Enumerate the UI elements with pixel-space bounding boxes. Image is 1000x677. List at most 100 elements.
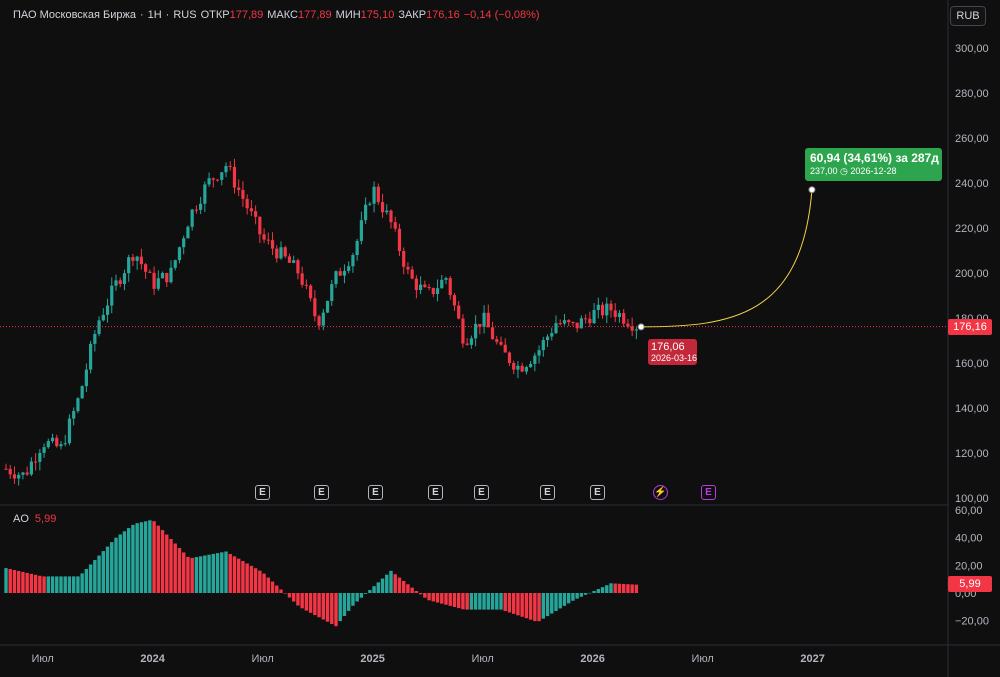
candle <box>364 204 368 221</box>
candle <box>275 248 279 259</box>
ao-bar <box>317 593 321 618</box>
currency-button[interactable]: RUB <box>950 6 986 26</box>
ao-bar <box>524 593 529 619</box>
candle <box>215 179 220 181</box>
ao-bar <box>80 573 84 593</box>
candle <box>144 264 148 272</box>
ao-bar <box>380 578 385 593</box>
ao-bar <box>588 592 592 594</box>
ao-bar <box>626 584 630 593</box>
lightning-icon[interactable]: ⚡ <box>653 485 668 500</box>
candle <box>177 247 182 261</box>
candle <box>21 472 25 475</box>
candle <box>93 333 97 344</box>
candle <box>588 318 592 324</box>
ao-bar <box>571 593 575 601</box>
interval[interactable]: 1Н <box>147 9 162 21</box>
ao-title[interactable]: AO <box>13 513 29 525</box>
ao-bar <box>528 593 533 620</box>
candle <box>575 322 579 329</box>
ao-bar <box>533 593 537 622</box>
ao-bar <box>351 593 355 606</box>
ao-bar <box>249 565 254 593</box>
earnings-event-icon[interactable]: E <box>314 485 329 500</box>
ao-bar <box>152 521 156 593</box>
ao-bar <box>444 593 448 605</box>
candle <box>452 295 457 306</box>
candle <box>520 365 524 372</box>
ao-bar <box>262 573 266 593</box>
candle <box>207 178 211 185</box>
earnings-event-icon[interactable]: E <box>701 485 716 500</box>
ao-bar <box>220 552 224 593</box>
time-tick-label: Июл <box>471 653 493 665</box>
ao-bar <box>122 531 127 593</box>
ao-bar <box>393 574 397 593</box>
earnings-event-icon[interactable]: E <box>590 485 605 500</box>
separator: · <box>139 9 144 21</box>
ao-bar <box>16 570 21 593</box>
candle <box>38 452 42 462</box>
earnings-event-icon[interactable]: E <box>474 485 489 500</box>
ao-bar <box>50 576 55 593</box>
earnings-event-icon[interactable]: E <box>428 485 443 500</box>
candle <box>634 329 638 331</box>
ao-bar <box>605 585 609 593</box>
ao-bar <box>397 577 402 593</box>
candle <box>224 165 228 173</box>
earnings-event-icon[interactable]: E <box>540 485 555 500</box>
candle <box>622 313 626 324</box>
candle <box>80 386 84 399</box>
ao-bar <box>296 593 300 606</box>
projection-target-label[interactable]: 60,94 (34,61%) за 287д 237,00 ◷ 2026-12-… <box>805 148 942 181</box>
ao-bar <box>105 546 110 593</box>
candle <box>554 323 558 334</box>
ao-bar <box>372 586 376 593</box>
candle <box>380 202 385 213</box>
candle <box>321 312 325 326</box>
low-value: 175,10 <box>360 9 395 21</box>
ao-bar <box>418 593 423 595</box>
ao-bar <box>131 524 135 593</box>
ao-bar <box>211 553 216 593</box>
candle <box>283 247 287 257</box>
candle <box>474 323 478 339</box>
price-tick-label: 120,00 <box>955 448 989 460</box>
high-label: МАКС <box>267 9 298 21</box>
candle <box>309 285 313 299</box>
ao-bar <box>181 552 186 593</box>
candle <box>4 468 8 470</box>
candle <box>503 344 507 353</box>
ao-bar <box>33 574 38 593</box>
open-value: 177,89 <box>229 9 264 21</box>
projection-start-date: 2026-03-16 <box>651 353 698 363</box>
symbol-name[interactable]: ПАО Московская Биржа <box>13 9 136 21</box>
earnings-event-icon[interactable]: E <box>255 485 270 500</box>
ao-bar <box>203 555 207 593</box>
earnings-event-icon[interactable]: E <box>368 485 383 500</box>
candle <box>17 474 21 479</box>
candle <box>59 444 63 447</box>
candle <box>262 234 266 240</box>
ao-bar <box>287 593 292 598</box>
time-tick-label: Июл <box>31 653 53 665</box>
ao-bar <box>291 593 296 602</box>
candle <box>160 272 165 279</box>
ao-bar <box>346 593 351 611</box>
candle <box>296 260 300 274</box>
projection-start-label[interactable]: 176,06 2026-03-16 <box>648 339 697 365</box>
projection-target-line: 237,00 ◷ 2026-12-28 <box>810 166 897 176</box>
ao-bar <box>236 558 241 593</box>
separator: · <box>165 9 170 21</box>
ao-bar <box>554 593 558 611</box>
candle <box>499 341 503 345</box>
candle <box>584 318 588 320</box>
ao-bar <box>232 556 237 593</box>
ao-bar <box>258 570 262 593</box>
projection-start-dot <box>637 323 645 331</box>
ao-bar <box>389 570 393 593</box>
candle <box>199 203 203 210</box>
ao-bar <box>304 593 309 611</box>
ao-bar <box>482 593 486 610</box>
